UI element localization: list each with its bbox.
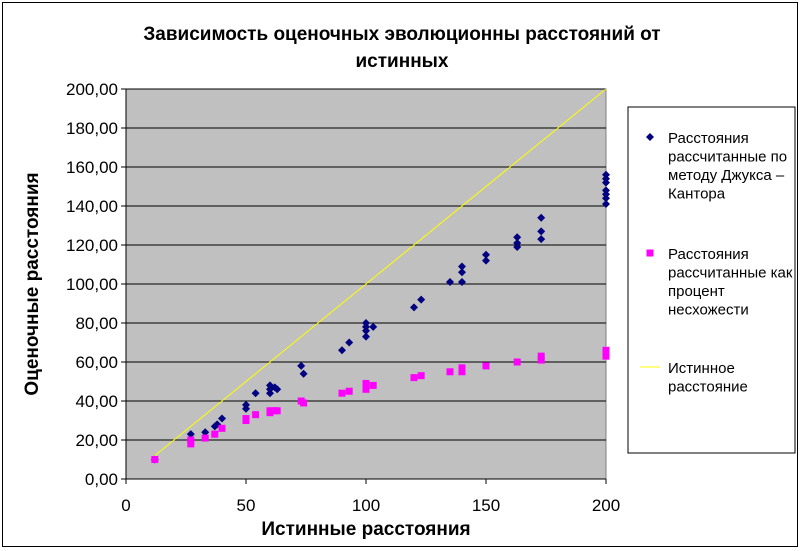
data-point-series-1 — [338, 346, 346, 355]
legend-marker-2 — [646, 249, 654, 257]
legend-label-line: несхожести — [668, 302, 749, 319]
data-point-series-2 — [362, 381, 370, 389]
data-point-series-2 — [273, 407, 281, 415]
series-line-true-distance — [154, 88, 607, 456]
data-point-series-1 — [482, 250, 490, 259]
data-point-series-2 — [602, 348, 610, 356]
legend-marker-1 — [646, 133, 654, 141]
data-point-series-1 — [417, 295, 426, 304]
y-tick-label: 160,00 — [66, 158, 118, 177]
data-point-series-2 — [187, 440, 195, 448]
legend-label-line: расстояние — [668, 379, 748, 396]
data-point-series-1 — [482, 256, 490, 265]
data-point-series-2 — [338, 389, 346, 397]
data-point-series-2 — [458, 368, 466, 376]
data-point-series-1 — [537, 213, 546, 222]
data-point-series-1 — [242, 404, 250, 413]
data-point-series-1 — [299, 369, 308, 378]
data-point-series-2 — [362, 385, 370, 393]
x-tick-label: 100 — [352, 496, 380, 515]
axis-layer: 0,00 20,00 40,00 60,00 80,00 100,00 120,00 140,… — [66, 80, 620, 515]
legend-label-line: рассчитанные по — [668, 149, 787, 166]
legend-label-line: процент — [668, 283, 725, 300]
data-point-series-2 — [602, 352, 610, 360]
data-point-series-2 — [458, 364, 466, 372]
series-layer — [150, 88, 610, 464]
data-point-series-1 — [186, 430, 195, 439]
y-tick-label: 20,00 — [75, 431, 118, 450]
y-tick-label: 200,00 — [66, 80, 118, 99]
legend-label-line: Истинное — [668, 360, 735, 377]
y-tick-label: 120,00 — [66, 236, 118, 255]
data-point-series-2 — [252, 411, 260, 419]
y-axis-label: Оценочные расстояния — [22, 172, 43, 395]
data-point-series-2 — [537, 356, 545, 364]
y-tick-label: 0,00 — [85, 470, 118, 489]
data-point-series-1 — [458, 278, 466, 287]
data-point-series-1 — [446, 278, 454, 287]
data-point-series-1 — [513, 242, 522, 251]
data-point-series-1 — [362, 326, 370, 335]
data-point-series-1 — [345, 338, 354, 347]
data-point-series-2 — [242, 417, 250, 424]
legend-box — [627, 106, 796, 454]
data-point-series-2 — [537, 352, 545, 360]
data-point-series-2 — [417, 372, 425, 380]
data-point-series-1 — [602, 194, 610, 203]
x-tick-label: 50 — [237, 496, 256, 515]
data-point-series-2 — [300, 399, 308, 407]
legend-label-line: Расстояния — [668, 130, 749, 147]
y-tick-label: 100,00 — [66, 275, 118, 294]
data-point-series-2 — [187, 436, 195, 444]
legend-label-line: методу Джукса – — [668, 167, 785, 184]
x-tick-label: 150 — [472, 496, 500, 515]
data-point-series-1 — [201, 428, 210, 437]
data-point-series-1 — [537, 235, 546, 244]
data-point-series-1 — [513, 233, 522, 242]
data-point-series-2 — [513, 358, 521, 366]
legend-label-line: рассчитанные как — [668, 265, 793, 282]
data-point-series-1 — [297, 361, 306, 370]
chart-title-line-2: истинных — [356, 51, 449, 72]
data-point-series-1 — [410, 303, 418, 312]
x-axis-label: Истинные расстояния — [261, 519, 470, 540]
x-tick-label: 200 — [592, 496, 620, 515]
data-point-series-2 — [446, 368, 454, 376]
data-point-series-2 — [211, 430, 219, 438]
data-point-series-1 — [266, 389, 274, 398]
y-tick-label: 60,00 — [75, 353, 118, 372]
y-tick-label: 140,00 — [66, 197, 118, 216]
data-point-series-1 — [602, 178, 610, 187]
y-tick-label: 40,00 — [75, 392, 118, 411]
x-tick-label: 0 — [121, 496, 130, 515]
data-point-series-2 — [201, 434, 209, 442]
data-point-series-2 — [482, 362, 490, 370]
y-tick-label: 80,00 — [75, 314, 118, 333]
data-point-series-1 — [273, 385, 282, 394]
chart-title-line-1: Зависимость оценочных эволюционны рассто… — [143, 24, 660, 45]
data-point-series-2 — [345, 387, 353, 395]
data-point-series-1 — [369, 322, 378, 331]
y-tick-label: 180,00 — [66, 119, 118, 138]
data-point-series-1 — [458, 262, 466, 271]
data-point-series-1 — [218, 414, 226, 423]
data-point-series-1 — [251, 389, 260, 398]
data-point-series-1 — [537, 227, 546, 236]
legend-label-line: Расстояния — [668, 246, 749, 263]
data-point-series-1 — [362, 332, 370, 341]
data-point-series-2 — [151, 456, 159, 463]
data-point-series-2 — [266, 409, 274, 417]
data-point-series-1 — [602, 200, 610, 209]
data-point-series-2 — [410, 374, 418, 382]
legend-label-line: Кантора — [668, 186, 726, 203]
data-point-series-2 — [218, 424, 226, 432]
data-point-series-2 — [369, 381, 377, 389]
data-point-series-1 — [458, 268, 466, 277]
